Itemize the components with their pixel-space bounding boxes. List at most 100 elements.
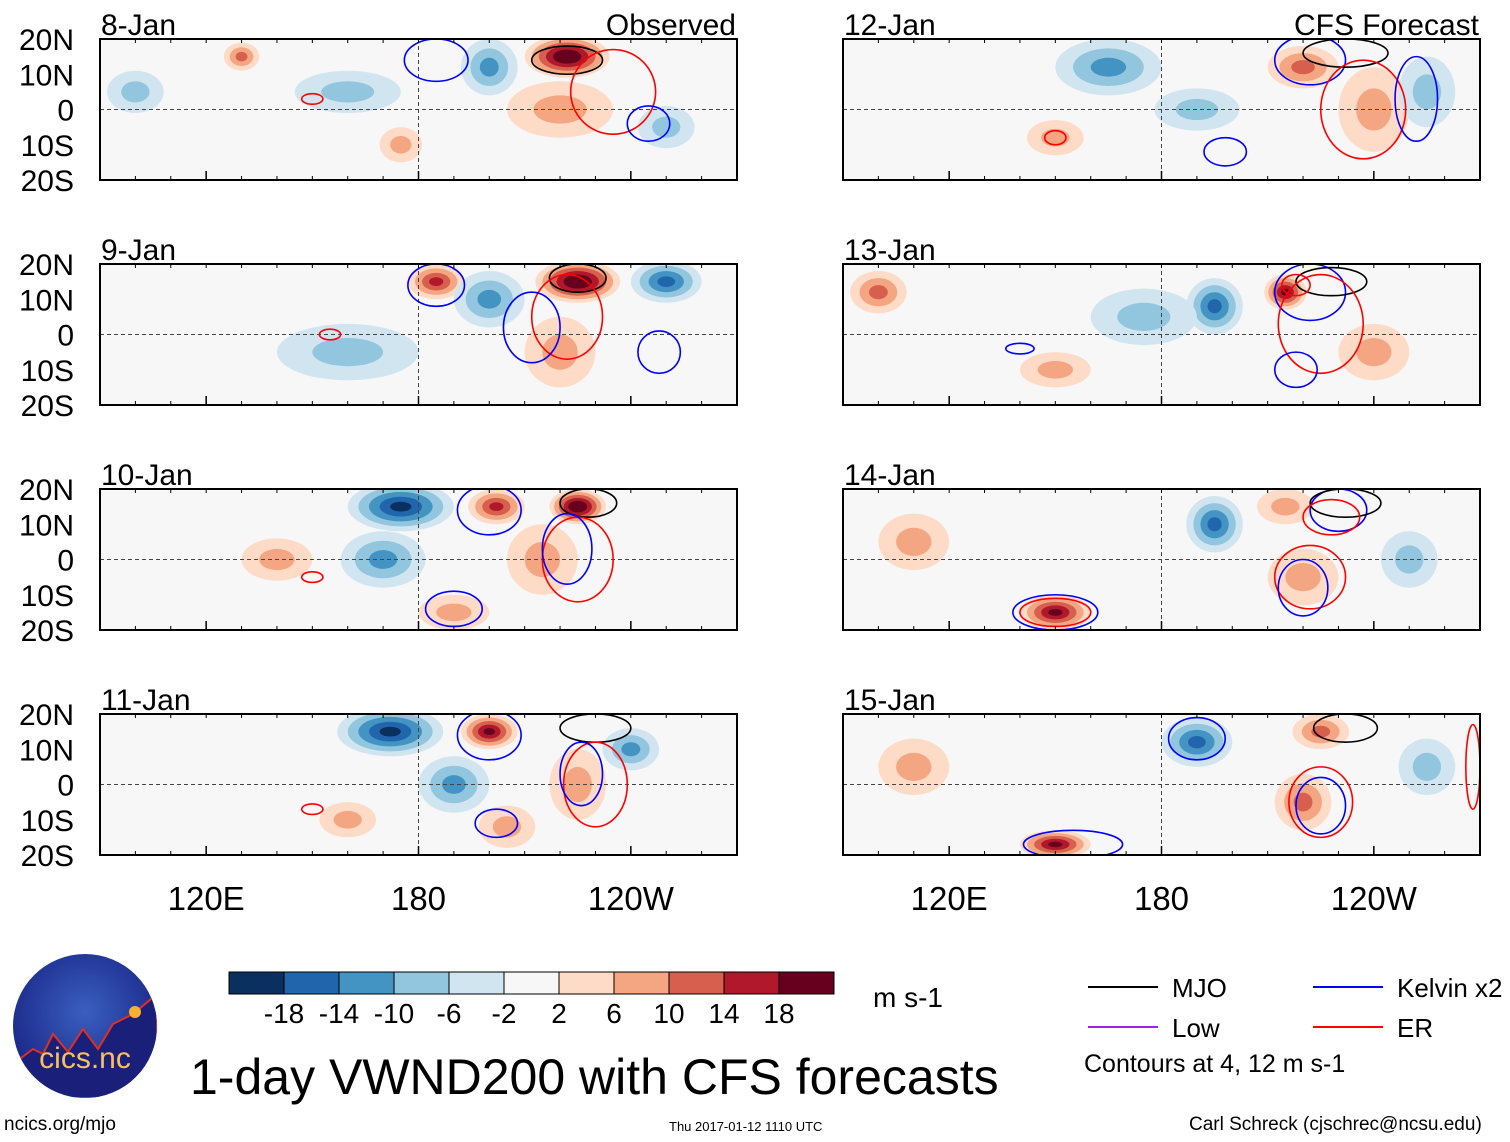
colorbar-label: 6 (606, 998, 622, 1029)
lat-tick-label: 10N (19, 734, 74, 767)
kelvin-contour (502, 291, 561, 364)
kelvin-contour (407, 264, 466, 308)
colorbar-swatch (668, 971, 725, 995)
er-contour (1288, 766, 1354, 839)
kelvin-contour (1022, 829, 1124, 855)
anomaly-blob (621, 742, 641, 757)
cics-logo: cics.nc (13, 954, 157, 1098)
er-contour (1277, 273, 1365, 375)
anomaly-blob (1412, 74, 1442, 110)
map-panel-13-Jan: 13-Jan (842, 234, 1481, 406)
anomaly-blob (542, 334, 578, 370)
mjo-contour (1309, 489, 1382, 518)
legend-label: Kelvin x2 (1397, 973, 1503, 1003)
mjo-contour (530, 45, 604, 76)
er-contour (300, 803, 324, 816)
colorbar-swatch (228, 971, 285, 995)
map-panel-15-Jan: 15-Jan 120E 180 120W (842, 684, 1481, 917)
lat-tick-label: 0 (57, 95, 74, 128)
colorbar-swatch (613, 971, 670, 995)
lat-tick-label: 10N (19, 59, 74, 92)
anomaly-blob (573, 503, 583, 510)
colorbar-swatch (558, 971, 615, 995)
lat-tick-label: 20S (21, 165, 74, 198)
anomaly-blob (321, 81, 375, 103)
anomaly-blob (477, 289, 502, 309)
lon-tick-label: 120W (588, 880, 675, 917)
anomaly-blob (1037, 360, 1074, 379)
wave-legend: MJO Kelvin x2 Low ER (1088, 973, 1503, 1043)
lat-tick-label: 0 (57, 320, 74, 353)
panel-date-label: 11-Jan (101, 684, 191, 717)
lon-tick-label: 120W (1331, 880, 1418, 917)
lat-tick-label: 20N (19, 699, 74, 732)
anomaly-blob (1207, 517, 1222, 532)
er-contour (300, 92, 324, 106)
kelvin-contour (559, 741, 604, 807)
kelvin-contour (1273, 39, 1347, 86)
colorbar-label: -10 (374, 998, 414, 1029)
mjo-contour (1312, 714, 1379, 743)
kelvin-contour (1004, 342, 1035, 355)
anomaly-blob (483, 728, 495, 736)
kelvin-contour (1295, 776, 1347, 835)
panel-content (100, 264, 737, 405)
footer-url: ncics.org/mjo (4, 1114, 116, 1135)
lat-tick-label: 20S (21, 390, 74, 423)
colorbar-label: 18 (763, 998, 794, 1029)
anomaly-blob (436, 603, 472, 622)
kelvin-contour (1309, 489, 1368, 533)
panel-date-label: 9-Jan (101, 234, 176, 267)
kelvin-contour (474, 808, 519, 839)
colorbar-swatch (723, 971, 780, 995)
anomaly-blob (570, 278, 585, 286)
colorbar-units: m s-1 (873, 982, 943, 1013)
legend-label: Low (1172, 1013, 1220, 1043)
er-contour (1302, 498, 1361, 536)
panel-date-label: 13-Jan (844, 234, 936, 267)
er-contour (1319, 59, 1407, 160)
lon-tick-label: 180 (1134, 880, 1189, 917)
anomaly-blob (312, 338, 384, 367)
map-panel-12-Jan: 12-Jan CFS Forecast (842, 9, 1481, 181)
anomaly-blob (1293, 792, 1313, 812)
panel-content (100, 714, 737, 855)
anomaly-blob (1207, 299, 1222, 314)
kelvin-contour (456, 714, 522, 761)
anomaly-blob (1356, 338, 1392, 367)
kelvin-contour (1394, 55, 1439, 143)
colorbar-swatch (778, 971, 835, 995)
kelvin-contour (1273, 351, 1319, 389)
anomaly-blob (1048, 841, 1063, 848)
anomaly-blob (896, 752, 932, 781)
anomaly-blob (1048, 608, 1063, 616)
anomaly-blob (657, 276, 676, 287)
panel-date-label: 10-Jan (101, 459, 193, 492)
er-contour (530, 273, 604, 360)
kelvin-contour (541, 512, 593, 585)
anomaly-blob (379, 726, 401, 737)
colorbar-label: -18 (264, 998, 304, 1029)
panel-date-label: 15-Jan (844, 684, 936, 717)
kelvin-contour (1277, 558, 1329, 617)
panel-column-label: Observed (606, 9, 736, 42)
panel-column-label: CFS Forecast (1294, 9, 1480, 42)
er-contour (1273, 544, 1347, 610)
anomaly-blob (1356, 88, 1392, 131)
legend-label: ER (1397, 1013, 1433, 1043)
lat-tick-label: 10N (19, 509, 74, 542)
lon-tick-label: 120E (911, 880, 988, 917)
legend-label: MJO (1172, 973, 1227, 1003)
colorbar-swatch (283, 971, 340, 995)
anomaly-blob (489, 502, 504, 512)
mountain-icon (13, 992, 157, 1098)
panel-content (100, 489, 737, 630)
anomaly-blob (390, 135, 412, 154)
colorbar-label: -14 (319, 998, 359, 1029)
colorbar-label: 14 (708, 998, 739, 1029)
anomaly-blob (652, 116, 681, 138)
anomaly-blob (533, 95, 587, 124)
